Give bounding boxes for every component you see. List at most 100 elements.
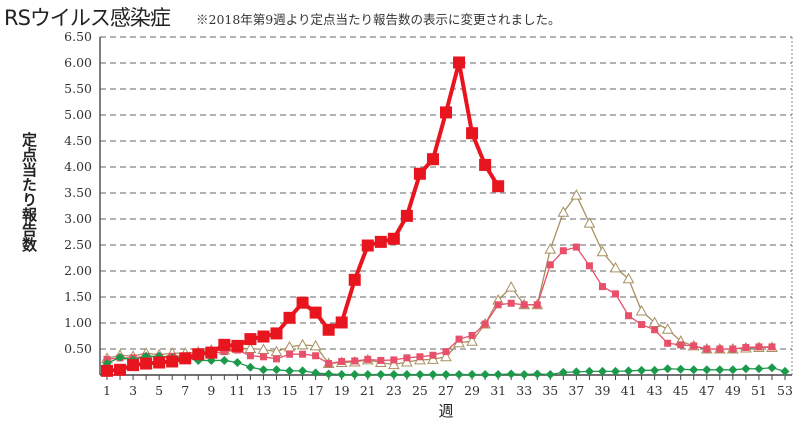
data-point-square [259,353,267,361]
x-tick-label: 3 [129,383,137,398]
data-point-square [101,364,113,377]
x-tick-label: 53 [777,383,793,398]
data-point-diamond [480,369,490,379]
y-tick-label: 2.50 [64,237,92,252]
data-point-diamond [650,365,660,375]
data-point-square [127,359,140,372]
data-point-diamond [767,363,777,373]
chart-title: RSウイルス感染症 [4,6,171,30]
data-point-square [153,356,166,369]
data-point-square [364,355,372,363]
x-tick-label: 1 [103,383,111,398]
data-point-diamond [780,366,790,376]
y-tick-label: 6.50 [64,29,92,44]
x-tick-label: 37 [568,383,584,398]
data-point-diamond [467,369,477,379]
data-point-square [192,348,205,361]
data-point-diamond [689,365,699,375]
series-green-diamond [102,351,790,379]
data-point-diamond [415,369,425,379]
data-point-diamond [611,366,620,376]
x-tick-label: 17 [308,383,324,398]
data-point-triangle [387,358,400,370]
y-tick-label: 5.50 [64,81,92,96]
data-point-square [231,339,244,352]
data-point-diamond [715,365,725,375]
data-point-square [166,355,179,368]
data-point-square [481,320,489,328]
x-tick-label: 15 [282,383,298,398]
data-point-square [440,106,452,119]
series-line [106,60,500,373]
data-point-square [507,299,515,307]
data-point-square [416,353,424,361]
data-point-square [296,296,309,309]
data-point-diamond [311,368,321,378]
data-point-square [559,247,567,255]
data-point-diamond [728,365,738,375]
data-point-square [273,355,280,363]
data-point-square [742,343,750,351]
data-point-diamond [258,365,268,375]
data-point-diamond [219,355,229,365]
data-point-square [377,356,385,364]
data-point-square [257,330,270,343]
series-line [106,246,772,365]
data-point-square [413,167,426,180]
data-point-square [572,243,580,251]
data-point-diamond [624,366,634,376]
data-point-square [309,306,322,319]
x-tick-label: 49 [725,383,741,398]
series-line [106,194,772,366]
x-tick-label: 5 [155,383,163,398]
x-tick-label: 21 [360,383,376,398]
data-point-square [335,316,348,329]
data-point-square [140,357,153,370]
data-point-triangle [557,206,570,217]
data-point-square [664,339,672,347]
series-tan-triangle [101,189,778,370]
data-point-square [361,239,374,252]
data-point-triangle [544,243,557,254]
y-tick-label: 4.50 [64,133,92,148]
data-point-square [390,356,398,364]
data-point-diamond [519,369,529,379]
x-tick-label: 19 [334,383,350,398]
data-point-square [703,345,711,353]
data-point-square [426,153,439,166]
data-point-square [403,354,411,362]
data-point-triangle [570,189,583,200]
data-point-square [755,343,763,351]
data-point-diamond [285,366,295,376]
series-red-bold-square [101,56,505,377]
data-point-square [533,301,541,309]
data-point-square [455,335,463,343]
data-point-triangle [583,217,596,228]
data-point-square [400,209,413,222]
data-point-diamond [702,365,712,375]
data-point-square [351,357,359,365]
x-tick-label: 51 [751,383,767,398]
x-tick-label: 33 [516,383,532,398]
data-point-square [325,360,333,368]
data-point-triangle [427,353,439,364]
data-point-triangle [622,272,635,284]
data-point-square [585,262,593,270]
data-point-square [244,333,257,346]
data-point-square [546,261,554,269]
data-point-square [494,301,502,309]
y-tick-label: 0.50 [64,341,92,356]
data-point-square [492,180,505,193]
data-point-triangle [440,350,452,362]
data-point-diamond [363,369,373,379]
y-tick-label: 3.00 [64,211,92,226]
x-tick-label: 29 [464,383,480,398]
data-point-square [638,321,646,329]
data-point-square [246,352,254,360]
data-point-diamond [389,369,399,379]
data-point-square [220,348,228,356]
data-point-square [466,127,479,140]
data-point-square [716,345,724,353]
x-tick-label: 43 [647,383,663,398]
